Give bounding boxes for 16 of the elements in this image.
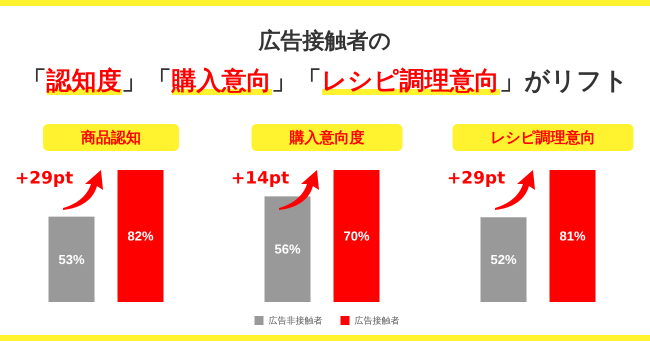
legend-label: 広告非接触者 <box>268 316 322 326</box>
chart-title: 商品認知 <box>80 128 141 146</box>
data-label: 82% <box>127 228 154 244</box>
data-label: 70% <box>343 228 370 244</box>
annotation: +14pt <box>231 168 290 188</box>
text: 広告接触者の <box>257 28 392 56</box>
chart-title: 購入意向度 <box>288 128 364 146</box>
data-label: 52% <box>490 252 517 268</box>
annotation: +29pt <box>447 168 506 188</box>
data-label: 81% <box>559 228 586 244</box>
chart-title: レシピ調理意向 <box>490 128 596 146</box>
legend-label: 広告接触者 <box>354 316 400 326</box>
data-label: 53% <box>58 252 85 267</box>
data-label: 56% <box>274 242 301 257</box>
annotation: +29pt <box>15 168 74 188</box>
text: 「認知度」「購入意向」「レシピ調理意向」がリフト <box>22 66 628 95</box>
